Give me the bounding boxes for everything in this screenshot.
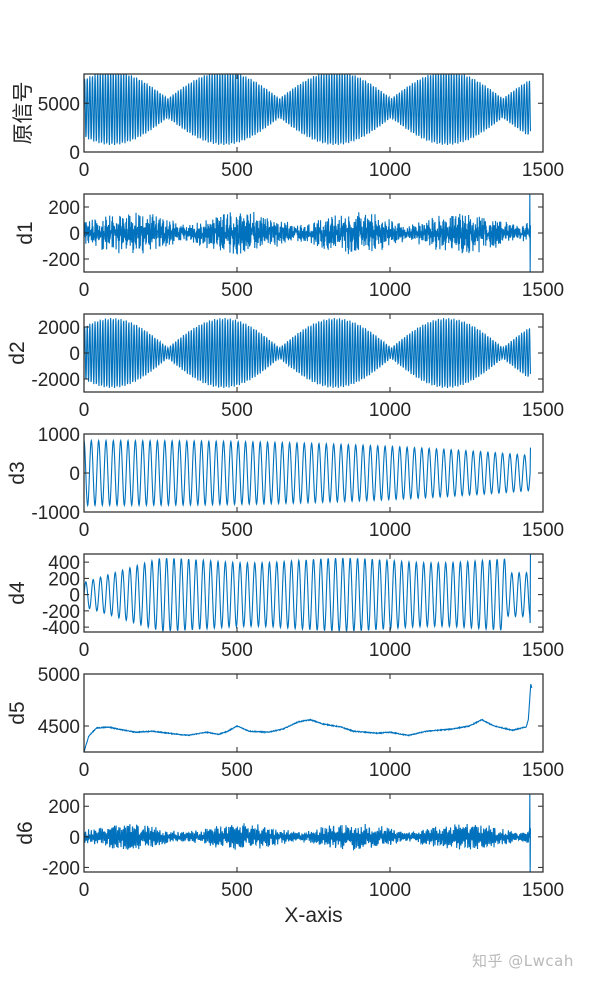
x-tick-label: 0 (79, 880, 90, 901)
y-axis-label: d5 (6, 701, 29, 724)
x-tick-label: 500 (221, 160, 253, 181)
data-line (84, 684, 533, 752)
y-tick-label: 200 (48, 198, 80, 219)
x-tick-label: 1000 (369, 640, 411, 661)
y-tick-label: -200 (42, 250, 80, 271)
x-tick-label: 500 (221, 880, 253, 901)
data-line (84, 318, 531, 388)
y-tick-label: 4500 (38, 717, 80, 738)
y-axis-label: d4 (6, 581, 29, 605)
subplot-d1: 0 500 1000 1500 -200 0 200 d1 (14, 193, 564, 301)
data-line (84, 554, 531, 632)
x-axis-label: X-axis (284, 904, 342, 927)
x-tick-label: 1000 (369, 160, 411, 181)
data-line (84, 438, 531, 508)
data-line (84, 194, 531, 272)
x-tick-label: 1500 (522, 400, 564, 421)
y-tick-label: -200 (42, 858, 80, 879)
x-tick-label: 1500 (522, 160, 564, 181)
y-axis-label: 原信号 (12, 82, 35, 145)
x-tick-label: 1500 (522, 520, 564, 541)
y-axis-label: d1 (14, 221, 37, 244)
y-tick-label: 0 (69, 464, 80, 485)
y-tick-label: 5000 (38, 665, 80, 686)
y-tick-label: 0 (69, 586, 80, 607)
y-tick-label: -200 (42, 602, 80, 623)
x-tick-label: 1000 (369, 760, 411, 781)
y-tick-label: 0 (69, 224, 80, 245)
x-tick-label: 1000 (369, 280, 411, 301)
x-tick-label: 0 (79, 520, 90, 541)
subplot-d5: 0 500 1000 1500 4500 5000 d5 (6, 665, 564, 781)
y-tick-label: 5000 (38, 94, 80, 115)
x-tick-label: 1000 (369, 880, 411, 901)
y-axis-label: d2 (6, 341, 29, 364)
y-tick-label: 400 (48, 553, 80, 574)
x-tick-label: 500 (221, 400, 253, 421)
data-line (84, 74, 531, 146)
x-tick-label: 500 (221, 640, 253, 661)
axes-box (83, 673, 544, 753)
y-tick-label: -400 (42, 618, 80, 639)
y-tick-label: 0 (69, 828, 80, 849)
y-tick-label: 200 (48, 569, 80, 590)
y-tick-label: 0 (69, 344, 80, 365)
x-tick-label: 1500 (522, 760, 564, 781)
y-tick-label: -1000 (31, 503, 80, 524)
x-tick-label: 500 (221, 280, 253, 301)
x-tick-label: 0 (79, 160, 90, 181)
y-tick-label: -2000 (31, 370, 80, 391)
axes-box (83, 793, 544, 873)
x-tick-label: 500 (221, 520, 253, 541)
data-line (84, 794, 531, 872)
x-tick-label: 0 (79, 640, 90, 661)
x-tick-label: 1500 (522, 640, 564, 661)
x-tick-label: 0 (79, 280, 90, 301)
y-tick-label: 200 (48, 797, 80, 818)
x-tick-label: 0 (79, 760, 90, 781)
x-tick-label: 500 (221, 760, 253, 781)
y-tick-label: 1000 (38, 425, 80, 446)
y-tick-label: 0 (69, 143, 80, 164)
watermark: 知乎 @Lwcah (472, 952, 574, 970)
x-tick-label: 1500 (522, 880, 564, 901)
axes-box (83, 73, 544, 153)
y-tick-label: 2000 (38, 318, 80, 339)
y-axis-label: d6 (14, 821, 37, 844)
x-tick-label: 1500 (522, 280, 564, 301)
x-tick-label: 1000 (369, 520, 411, 541)
y-axis-label: d3 (6, 461, 29, 484)
x-tick-label: 1000 (369, 400, 411, 421)
axes-box (83, 553, 544, 633)
subplot-d2: 0 500 1000 1500 -2000 0 2000 d2 (6, 313, 564, 421)
x-tick-label: 0 (79, 400, 90, 421)
